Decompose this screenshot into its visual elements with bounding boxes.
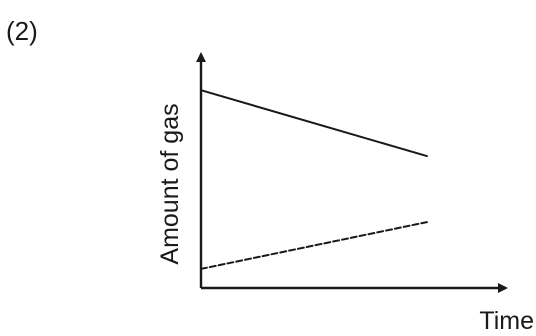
series-layer [200,89,428,270]
series-line-solid [200,89,428,158]
series-line-dashed [200,221,428,270]
x-axis-label: Time [479,307,534,335]
y-axis-label: Amount of gas [156,103,184,264]
figure-label: (2) [6,16,38,46]
